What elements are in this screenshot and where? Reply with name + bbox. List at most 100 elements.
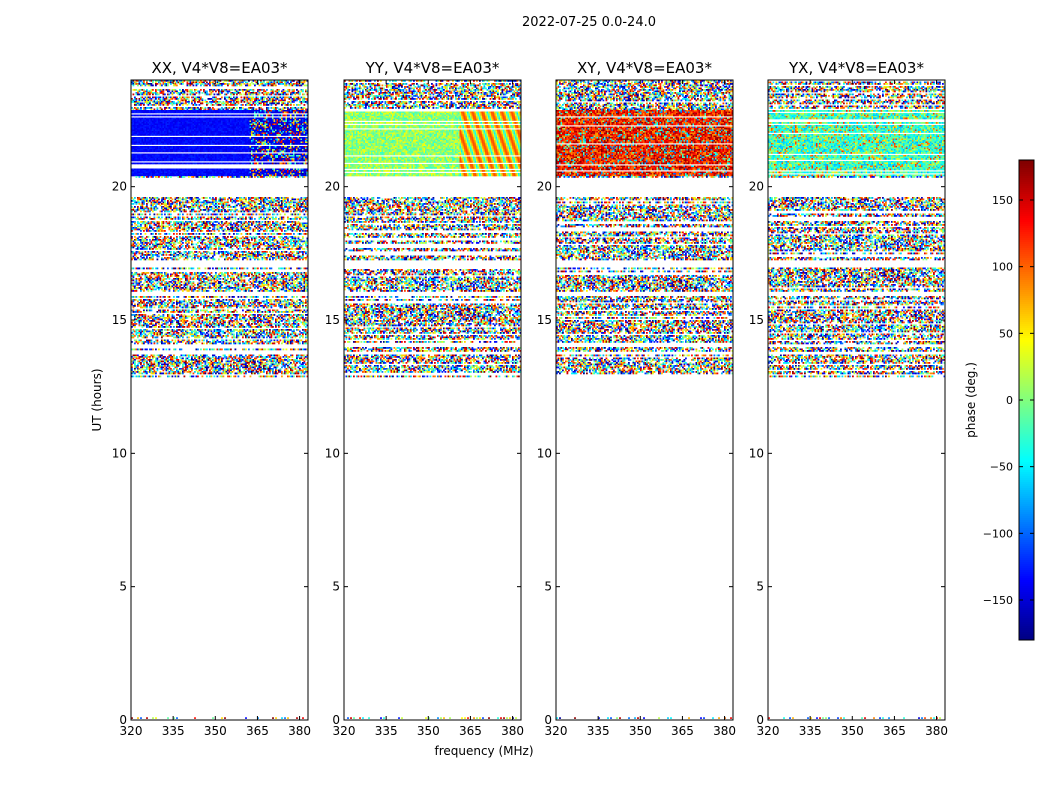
- y-tick-label: 10: [325, 446, 340, 460]
- colorbar-segment: [1019, 530, 1034, 533]
- colorbar-segment: [1019, 630, 1034, 633]
- colorbar-segment: [1019, 448, 1034, 451]
- colorbar-segment: [1019, 480, 1034, 483]
- y-tick-label: 5: [756, 580, 764, 594]
- colorbar-segment: [1019, 354, 1034, 357]
- colorbar-segment: [1019, 574, 1034, 577]
- colorbar-segment: [1019, 218, 1034, 221]
- colorbar-segment: [1019, 550, 1034, 553]
- colorbar-segment: [1019, 260, 1034, 263]
- y-tick-label: 0: [544, 713, 552, 727]
- colorbar-segment: [1019, 442, 1034, 445]
- panel-frame: [767, 79, 946, 721]
- colorbar-segment: [1019, 462, 1034, 465]
- colorbar-segment: [1019, 614, 1034, 617]
- colorbar-segment: [1019, 194, 1034, 197]
- colorbar-segment: [1019, 566, 1034, 569]
- colorbar-segment: [1019, 504, 1034, 507]
- colorbar-segment: [1019, 264, 1034, 267]
- x-tick-label: 380: [288, 724, 311, 738]
- colorbar-segment: [1019, 418, 1034, 421]
- colorbar-segment: [1019, 416, 1034, 419]
- colorbar: −150 −100 −50 0 50 100 150: [983, 159, 1035, 641]
- figure-title: 2022-07-25 0.0-24.0: [522, 15, 656, 30]
- colorbar-segment: [1019, 598, 1034, 601]
- y-tick-label: 20: [749, 180, 764, 194]
- colorbar-segment: [1019, 506, 1034, 509]
- colorbar-segment: [1019, 538, 1034, 541]
- colorbar-segment: [1019, 516, 1034, 519]
- colorbar-segment: [1019, 332, 1034, 335]
- colorbar-segment: [1019, 446, 1034, 449]
- colorbar-segment: [1019, 212, 1034, 215]
- phase-heatmap: [344, 80, 521, 719]
- y-tick-label: 5: [119, 580, 127, 594]
- panel-frame: [130, 79, 309, 721]
- colorbar-segment: [1019, 224, 1034, 227]
- colorbar-segment: [1019, 302, 1034, 305]
- panel-xx: XX, V4*V8=EA03* 320 335 350 365 380 0 5 10 15 20: [112, 59, 311, 738]
- y-tick-label: 15: [749, 313, 764, 327]
- x-tick-label: 350: [204, 724, 227, 738]
- colorbar-segment: [1019, 474, 1034, 477]
- colorbar-segment: [1019, 288, 1034, 291]
- colorbar-segment: [1019, 562, 1034, 565]
- colorbar-segment: [1019, 496, 1034, 499]
- colorbar-segment: [1019, 364, 1034, 367]
- colorbar-segment: [1019, 286, 1034, 289]
- colorbar-segment: [1019, 558, 1034, 561]
- colorbar-segment: [1019, 540, 1034, 543]
- colorbar-segment: [1019, 508, 1034, 511]
- colorbar-tick-label: 50: [999, 327, 1013, 340]
- colorbar-segment: [1019, 576, 1034, 579]
- y-tick-label: 15: [537, 313, 552, 327]
- x-tick-label: 365: [459, 724, 482, 738]
- colorbar-segment: [1019, 578, 1034, 581]
- colorbar-segment: [1019, 192, 1034, 195]
- colorbar-segment: [1019, 206, 1034, 209]
- colorbar-segment: [1019, 592, 1034, 595]
- colorbar-segment: [1019, 510, 1034, 513]
- colorbar-segment: [1019, 376, 1034, 379]
- colorbar-segment: [1019, 612, 1034, 615]
- colorbar-segment: [1019, 278, 1034, 281]
- panel-title: XX, V4*V8=EA03*: [151, 59, 288, 77]
- colorbar-segment: [1019, 330, 1034, 333]
- colorbar-segment: [1019, 414, 1034, 417]
- colorbar-segment: [1019, 168, 1034, 171]
- colorbar-segment: [1019, 628, 1034, 631]
- colorbar-segment: [1019, 334, 1034, 337]
- colorbar-segment: [1019, 402, 1034, 405]
- x-tick-label: 380: [925, 724, 948, 738]
- colorbar-segment: [1019, 290, 1034, 293]
- colorbar-segment: [1019, 594, 1034, 597]
- colorbar-segment: [1019, 380, 1034, 383]
- colorbar-segment: [1019, 526, 1034, 529]
- colorbar-segment: [1019, 512, 1034, 515]
- panel-title: XY, V4*V8=EA03*: [577, 59, 712, 77]
- colorbar-segment: [1019, 368, 1034, 371]
- colorbar-segment: [1019, 162, 1034, 165]
- y-tick-label: 15: [325, 313, 340, 327]
- colorbar-segment: [1019, 624, 1034, 627]
- colorbar-segment: [1019, 254, 1034, 257]
- colorbar-segment: [1019, 356, 1034, 359]
- colorbar-segment: [1019, 396, 1034, 399]
- colorbar-segment: [1019, 274, 1034, 277]
- colorbar-segment: [1019, 434, 1034, 437]
- colorbar-tick-label: 150: [992, 194, 1013, 207]
- colorbar-segment: [1019, 394, 1034, 397]
- colorbar-segment: [1019, 460, 1034, 463]
- colorbar-segment: [1019, 384, 1034, 387]
- colorbar-segment: [1019, 636, 1034, 639]
- x-tick-label: 365: [246, 724, 269, 738]
- colorbar-segment: [1019, 580, 1034, 583]
- colorbar-tick-label: −100: [983, 527, 1013, 540]
- x-tick-label: 335: [162, 724, 185, 738]
- colorbar-segment: [1019, 484, 1034, 487]
- colorbar-segment: [1019, 174, 1034, 177]
- colorbar-segment: [1019, 268, 1034, 271]
- colorbar-segment: [1019, 388, 1034, 391]
- colorbar-segment: [1019, 532, 1034, 535]
- colorbar-segment: [1019, 184, 1034, 187]
